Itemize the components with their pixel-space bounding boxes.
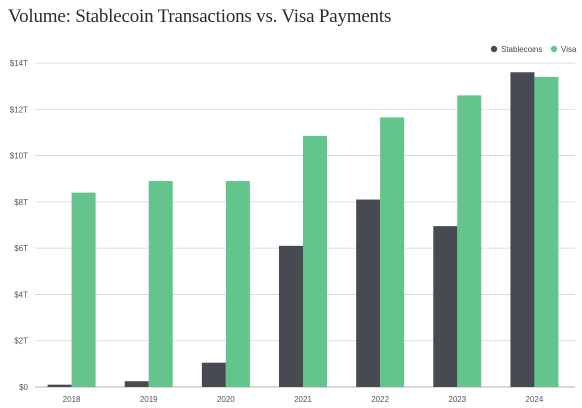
x-tick-label: 2018 xyxy=(63,395,81,404)
bar-visa-2020 xyxy=(225,181,250,387)
bar-stablecoins-2023 xyxy=(433,226,458,387)
x-tick-label: 2021 xyxy=(294,395,312,404)
legend-marker-visa xyxy=(550,45,558,53)
chart-title: Volume: Stablecoin Transactions vs. Visa… xyxy=(8,6,392,27)
y-tick-label: $4T xyxy=(14,290,28,299)
bar-stablecoins-2022 xyxy=(356,199,381,387)
bar-visa-2023 xyxy=(457,95,482,388)
x-tick-label: 2024 xyxy=(526,395,544,404)
x-tick-label: 2020 xyxy=(217,395,235,404)
bar-visa-2024 xyxy=(534,76,559,387)
bar-stablecoins-2018 xyxy=(47,384,72,387)
bar-stablecoins-2019 xyxy=(124,381,149,387)
bar-visa-2019 xyxy=(148,181,173,387)
y-tick-label: $12T xyxy=(10,105,28,114)
bar-visa-2018 xyxy=(71,192,96,387)
bars xyxy=(47,72,559,388)
legend-label-visa: Visa xyxy=(561,45,577,54)
bar-stablecoins-2021 xyxy=(279,245,303,387)
bar-visa-2022 xyxy=(380,117,405,387)
y-tick-label: $6T xyxy=(14,244,28,253)
bar-stablecoins-2020 xyxy=(201,362,226,387)
bar-visa-2021 xyxy=(303,135,327,387)
legend: Stablecoins Visa xyxy=(490,45,577,54)
x-tick-label: 2022 xyxy=(371,395,389,404)
legend-marker-stablecoins xyxy=(490,45,498,53)
y-tick-label: $0 xyxy=(19,383,28,392)
x-tick-label: 2019 xyxy=(140,395,158,404)
y-tick-label: $10T xyxy=(10,152,28,161)
bar-stablecoins-2024 xyxy=(510,72,535,387)
axis-labels: $0 $2T $4T $6T $8T $10T $12T $14T 2018 2019 2020 20… xyxy=(10,59,544,404)
y-tick-label: $2T xyxy=(14,337,28,346)
y-tick-label: $14T xyxy=(10,59,28,68)
x-tick-label: 2023 xyxy=(448,395,466,404)
legend-label-stablecoins: Stablecoins xyxy=(501,45,542,54)
y-tick-label: $8T xyxy=(14,198,28,207)
